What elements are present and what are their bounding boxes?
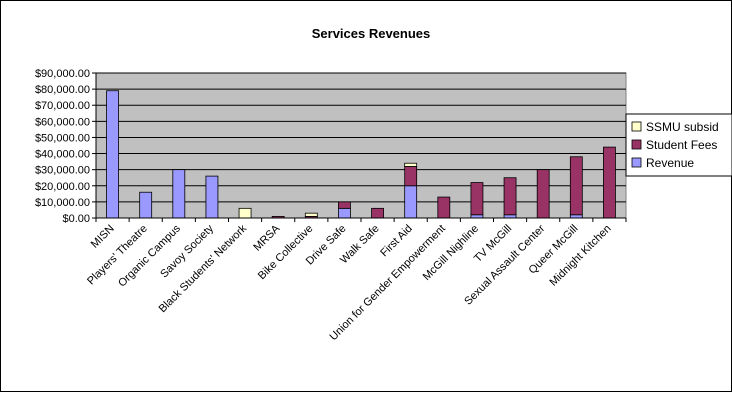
bar-segment [470, 182, 484, 216]
legend-label: Revenue [646, 156, 694, 170]
bar-segment [304, 212, 318, 217]
bar-segment [205, 175, 219, 219]
bar-segment [603, 146, 616, 219]
y-tick-label: $0.00 [62, 213, 90, 225]
bars [106, 90, 616, 219]
bar-segment [404, 185, 418, 219]
bar-segment [371, 207, 384, 219]
y-tick-label: $80,000.00 [35, 84, 90, 96]
y-tick-label: $60,000.00 [35, 116, 90, 128]
bar-segment [569, 156, 583, 216]
chart-title: Services Revenues [312, 26, 431, 41]
bar-segment [338, 201, 351, 209]
legend-label: Student Fees [646, 138, 717, 152]
y-tick-label: $10,000.00 [35, 197, 90, 209]
bar-segment [437, 196, 451, 219]
legend-swatch [631, 157, 642, 168]
bar-segment [172, 169, 186, 219]
y-tick-label: $20,000.00 [35, 181, 90, 193]
legend-swatch [631, 139, 642, 150]
bar-segment [404, 166, 418, 187]
bar-segment [536, 169, 550, 219]
legend-label: SSMU subsid [646, 120, 719, 134]
legend: SSMU subsid Student Fees Revenue [625, 113, 732, 177]
y-tick-label: $50,000.00 [35, 132, 90, 144]
legend-swatch [631, 121, 642, 132]
bar-segment [338, 207, 351, 219]
y-axis: $0.00 $10,000.00 $20,000.00 $30,000.00 $40,0… [35, 68, 97, 225]
bar-segment [404, 162, 418, 167]
y-tick-label: $90,000.00 [35, 68, 90, 80]
y-tick-label: $70,000.00 [35, 100, 90, 112]
bar-segment [106, 90, 119, 219]
legend-box [625, 113, 732, 177]
y-tick-label: $30,000.00 [35, 165, 90, 177]
bar-segment [503, 177, 517, 216]
y-tick-label: $40,000.00 [35, 149, 90, 161]
bar-segment [238, 207, 252, 219]
bar-segment [139, 191, 153, 219]
